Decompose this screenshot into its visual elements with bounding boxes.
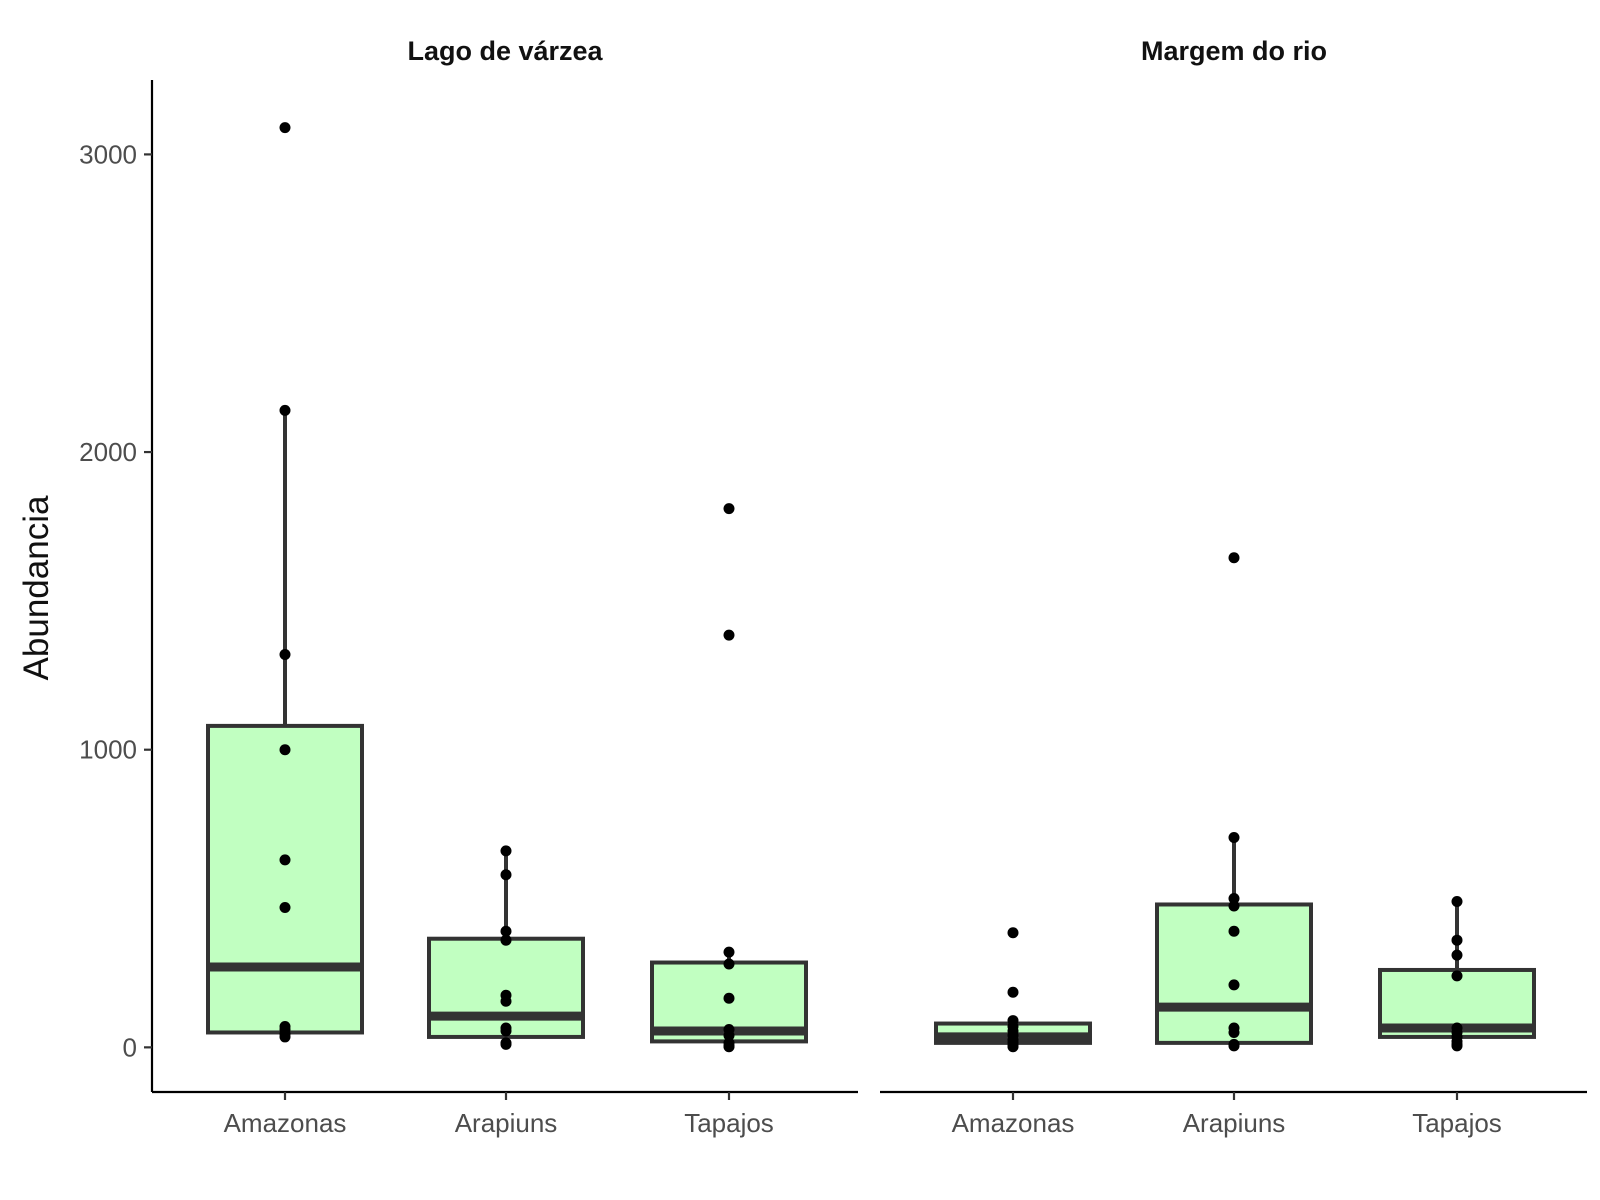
data-point — [1451, 896, 1463, 908]
data-point — [723, 992, 735, 1004]
y-axis-title: Abundancia — [17, 495, 56, 680]
data-point — [1451, 1040, 1463, 1052]
facet-panel: Margem do rio Amazonas Arapiuns Tapajos — [880, 36, 1587, 1138]
data-point — [723, 1041, 735, 1053]
x-tick-label: Tapajos — [684, 1108, 774, 1138]
data-point — [279, 901, 291, 913]
data-point — [723, 629, 735, 641]
data-point — [279, 122, 291, 134]
data-point — [500, 925, 512, 937]
data-point — [723, 503, 735, 515]
y-tick-label: 3000 — [79, 139, 137, 169]
y-tick-label: 1000 — [79, 735, 137, 765]
data-point — [1228, 552, 1240, 564]
data-point — [500, 869, 512, 881]
data-point — [500, 934, 512, 946]
x-tick-label: Arapiuns — [455, 1108, 558, 1138]
data-point — [279, 744, 291, 756]
data-point — [1451, 934, 1463, 946]
data-point — [1007, 927, 1019, 939]
data-point — [1007, 1041, 1019, 1053]
data-point — [1007, 986, 1019, 998]
box-iqr — [1155, 902, 1313, 1045]
data-point — [1228, 1040, 1240, 1052]
panel-title: Lago de várzea — [407, 36, 603, 66]
x-tick-label: Amazonas — [224, 1108, 347, 1138]
data-point — [1451, 970, 1463, 982]
data-point — [1451, 949, 1463, 961]
facet-panel: Lago de várzea Amazonas Arapiuns Tapajos — [152, 36, 858, 1138]
data-point — [723, 958, 735, 970]
data-point — [500, 1025, 512, 1037]
data-point — [723, 946, 735, 958]
y-tick-label: 2000 — [79, 437, 137, 467]
data-point — [279, 404, 291, 416]
data-point — [279, 648, 291, 660]
y-tick-label: 0 — [123, 1032, 137, 1062]
data-point — [1228, 979, 1240, 991]
data-point — [1228, 925, 1240, 937]
data-point — [500, 1038, 512, 1050]
data-point — [500, 995, 512, 1007]
data-point — [1228, 1026, 1240, 1038]
data-point — [279, 1031, 291, 1043]
y-axis: 0 1000 2000 3000 — [79, 80, 154, 1092]
data-point — [1228, 900, 1240, 912]
x-tick-label: Arapiuns — [1183, 1108, 1286, 1138]
data-point — [1228, 832, 1240, 844]
box-iqr — [206, 723, 364, 1035]
box-iqr — [427, 936, 585, 1039]
x-tick-label: Amazonas — [952, 1108, 1075, 1138]
data-point — [279, 854, 291, 866]
x-tick-label: Tapajos — [1412, 1108, 1502, 1138]
data-point — [500, 845, 512, 857]
panel-title: Margem do rio — [1141, 36, 1327, 66]
